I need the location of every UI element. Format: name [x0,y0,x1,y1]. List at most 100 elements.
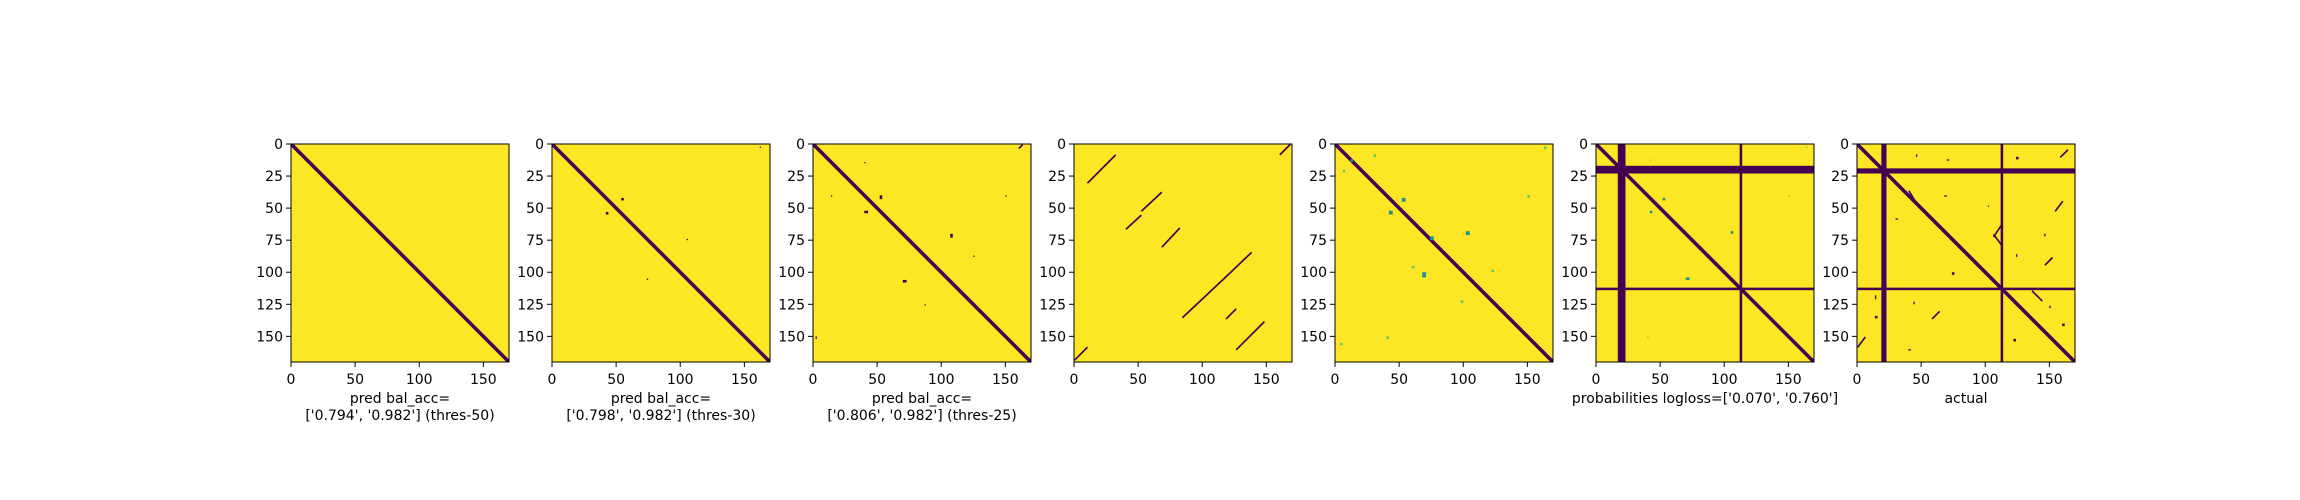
x-axis-label: ['0.798', '0.982'] (thres-30) [566,408,755,424]
cell-spot-1 [1915,154,1918,157]
y-tick-label: 75 [1309,233,1327,249]
cell-spot-9 [973,255,975,257]
cell-spot-11 [1874,315,1878,319]
x-tick-label: 150 [1514,372,1541,388]
y-tick-label: 125 [1561,297,1588,313]
cell-spot-4 [1401,197,1406,202]
cell-spot-8 [1422,272,1427,278]
heatmap-plot-area [1074,144,1292,362]
y-tick-label: 125 [1822,297,1849,313]
main-diagonal [1857,144,2075,362]
y-tick-label: 25 [1570,169,1588,185]
main-diagonal [1335,144,1553,362]
x-tick-label: 0 [548,372,557,388]
row-band-1 [1857,168,2075,174]
y-tick-label: 150 [1039,329,1066,345]
y-tick-label: 0 [1057,137,1066,153]
cell-spot-7 [1005,195,1007,197]
y-tick-label: 25 [787,169,805,185]
cell-spot-7 [1647,336,1649,338]
y-tick-label: 150 [778,329,805,345]
cell-spot-3 [879,195,883,200]
y-tick-label: 50 [526,201,544,217]
heatmap-plot-area [291,144,509,362]
x-tick-label: 0 [809,372,818,388]
cell-spot-12 [2062,323,2065,327]
cell-spot-10 [1491,269,1495,273]
cell-spot-5 [759,146,762,148]
row-band-3 [1857,287,2075,291]
y-tick-label: 25 [1831,169,1849,185]
heatmap-frame [1856,143,2076,363]
x-tick-label: 50 [1912,372,1930,388]
x-tick-label: 0 [1853,372,1862,388]
y-tick-label: 150 [1300,329,1327,345]
cell-spot-13 [2013,338,2017,342]
y-tick-label: 100 [1561,265,1588,281]
diagonal-segment-3 [1125,214,1142,230]
y-tick-label: 50 [265,201,283,217]
cell-spot-10 [924,304,926,306]
cell-spot-3 [2016,156,2019,160]
y-tick-label: 100 [1822,265,1849,281]
cell-spot-4 [1685,277,1690,280]
cell-spot-11 [1460,300,1464,304]
diagonal-segment-4 [1161,227,1181,248]
y-tick-label: 0 [1840,137,1849,153]
x-tick-label: 0 [1070,372,1079,388]
heatmap-panel-3: 0 50 100 150 0 25 50 75 100 125 150 pred bal_acc=['… [778,137,1032,424]
heatmap-plot-area [552,144,770,362]
cell-spot-5 [1388,210,1393,215]
main-diagonal [1596,144,1814,362]
diagonal-segment-1 [1018,144,1024,150]
heatmap-panel-5: 0 50 100 150 0 25 50 75 100 125 150 [1300,137,1554,388]
x-tick-label: 150 [731,372,758,388]
y-tick-label: 0 [1318,137,1327,153]
cell-spot-7 [1429,236,1434,241]
heatmap-panel-2: 0 50 100 150 0 25 50 75 100 125 150 pred bal_acc=['… [517,137,771,424]
y-tick-label: 75 [526,233,544,249]
cell-spot-15 [1544,146,1547,150]
y-tick-label: 100 [778,265,805,281]
y-tick-label: 75 [265,233,283,249]
y-tick-label: 0 [535,137,544,153]
x-tick-label: 50 [1651,372,1669,388]
heatmap-panel-7: 0 50 100 150 0 25 50 75 100 125 150 actual [1822,137,2076,407]
diagonal-segment-3 [1992,233,2002,246]
x-tick-label: 100 [406,372,433,388]
diagonal-segment-7 [1225,308,1237,320]
cell-spot-4 [646,278,649,280]
x-tick-label: 100 [1189,372,1216,388]
column-band-4 [2000,144,2004,362]
heatmap-frame [1073,143,1293,363]
main-diagonal [813,144,1031,362]
cell-spot-6 [902,279,907,283]
x-tick-label: 50 [1390,372,1408,388]
x-tick-label: 50 [607,372,625,388]
diagonal-segment-6 [1181,278,1224,319]
cell-spot-7 [2016,254,2018,257]
y-tick-label: 0 [796,137,805,153]
y-tick-label: 25 [265,169,283,185]
y-tick-label: 100 [517,265,544,281]
cell-spot-3 [686,238,688,241]
heatmap-frame [812,143,1032,363]
x-tick-label: 150 [1775,372,1802,388]
y-tick-label: 25 [1048,169,1066,185]
y-tick-label: 150 [517,329,544,345]
y-tick-label: 125 [256,297,283,313]
y-tick-label: 0 [274,137,283,153]
heatmap-frame [290,143,510,363]
cell-spot-9 [1874,295,1877,300]
cell-spot-3 [1730,231,1734,234]
cell-spot-1 [1373,154,1377,157]
diagonal-segment-1 [2059,149,2069,159]
cell-spot-2 [1649,210,1653,214]
cell-spot-13 [1386,336,1389,339]
heatmap-plot-area [1335,144,1553,362]
cell-spot-1 [864,161,866,164]
cell-spot-6 [1465,231,1470,236]
cell-spot-2 [830,195,833,197]
cell-spot-6 [2044,233,2046,237]
x-tick-label: 100 [1450,372,1477,388]
